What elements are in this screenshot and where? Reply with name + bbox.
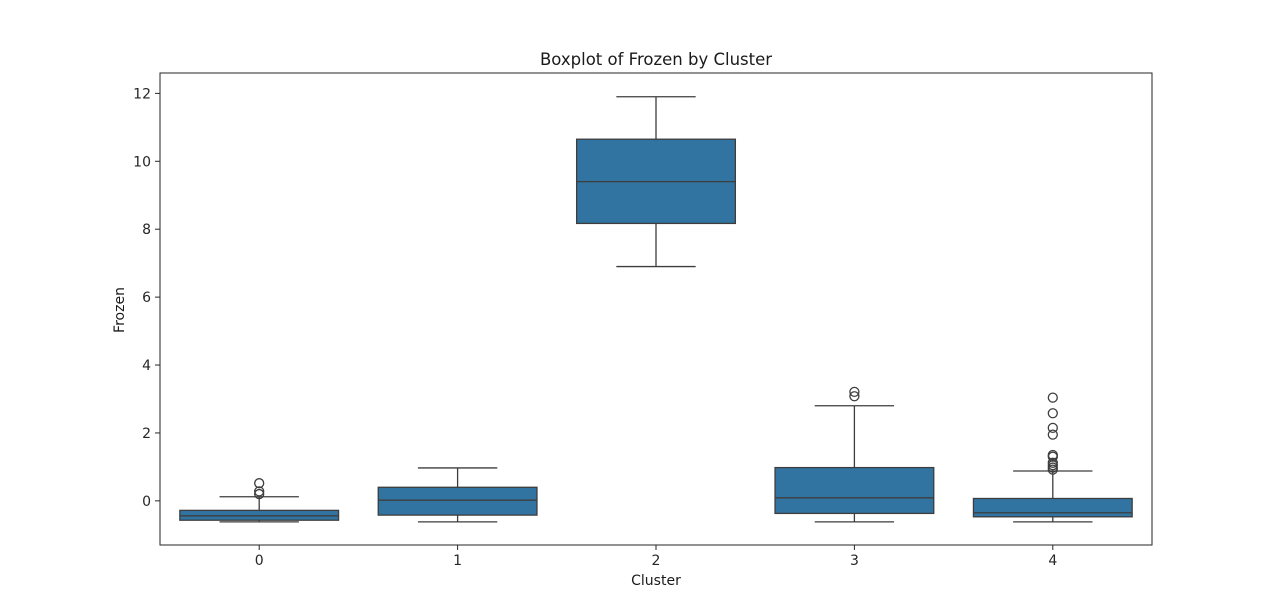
y-tick-label: 12 [133, 86, 151, 102]
box-group-cluster-1 [377, 467, 538, 523]
y-tick-label: 8 [142, 222, 151, 238]
y-tick-label: 4 [142, 358, 151, 374]
y-tick-label: 0 [142, 494, 151, 510]
x-tick-label: 2 [652, 553, 661, 569]
y-tick-label: 10 [133, 154, 151, 170]
outlier-point [1047, 449, 1058, 461]
box-group-cluster-4 [972, 392, 1133, 523]
iqr-box [774, 466, 935, 515]
x-tick-label: 4 [1048, 553, 1057, 569]
box-group-cluster-2 [575, 96, 737, 268]
outlier-point [254, 488, 265, 500]
x-axis-label: Cluster [631, 573, 681, 589]
box-group-cluster-3 [774, 386, 935, 523]
outlier-point [1047, 408, 1058, 419]
outlier-point [849, 386, 860, 398]
outlier-point [254, 486, 265, 497]
iqr-box [377, 486, 538, 516]
box-group-cluster-0 [179, 478, 340, 523]
chart-title: Boxplot of Frozen by Cluster [540, 50, 772, 69]
outlier-point [1047, 422, 1058, 433]
outlier-point [254, 478, 265, 489]
x-tick-label: 1 [453, 553, 462, 569]
x-tick-label: 3 [850, 553, 859, 569]
iqr-box [972, 497, 1133, 518]
plot-area [179, 96, 1133, 523]
y-tick-label: 6 [142, 290, 151, 306]
y-axis-label: Frozen [112, 287, 128, 333]
outlier-point [1047, 392, 1058, 403]
outlier-point [1047, 429, 1058, 440]
x-tick-label: 0 [255, 553, 264, 569]
outlier-point [849, 391, 860, 402]
outlier-point [1047, 457, 1058, 468]
y-tick-label: 2 [142, 426, 151, 442]
